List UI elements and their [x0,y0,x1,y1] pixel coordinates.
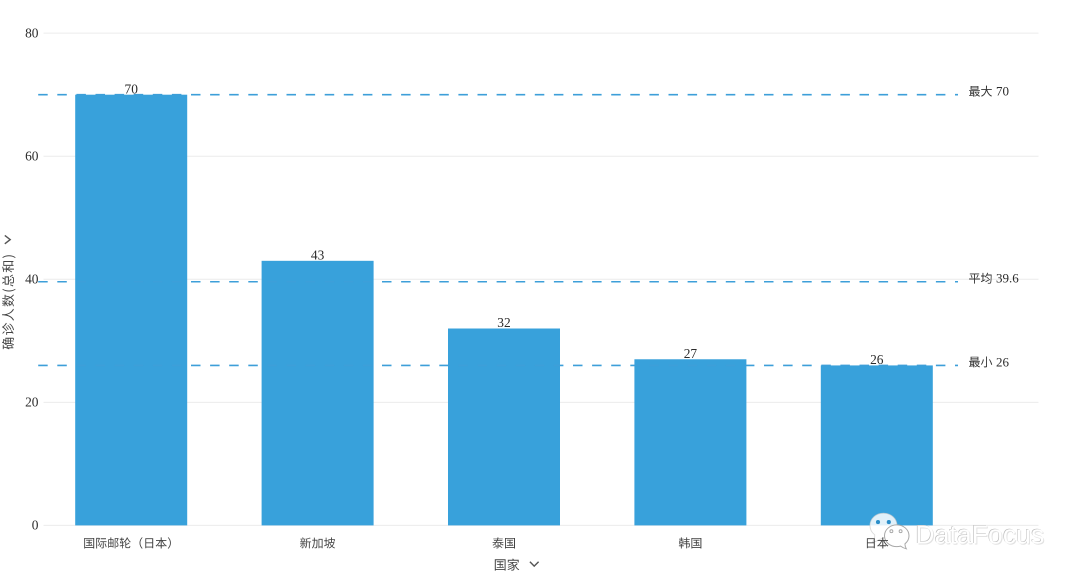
svg-text:60: 60 [25,149,39,164]
svg-text:DataFocus: DataFocus [915,520,1044,550]
svg-text:DataFocus: DataFocus [916,521,1045,551]
svg-text:80: 80 [25,25,39,40]
svg-text:40: 40 [25,272,39,287]
svg-text:26: 26 [870,352,884,367]
svg-text:70: 70 [996,84,1009,99]
svg-text:39.6: 39.6 [996,271,1019,286]
svg-text:26: 26 [996,354,1010,369]
svg-text:70: 70 [125,81,139,96]
svg-text:27: 27 [684,346,698,361]
svg-text:0: 0 [32,518,39,533]
svg-text:DataFocus: DataFocus [915,519,1044,549]
svg-text:32: 32 [497,315,510,330]
svg-text:43: 43 [311,248,325,263]
svg-text:20: 20 [25,395,39,410]
